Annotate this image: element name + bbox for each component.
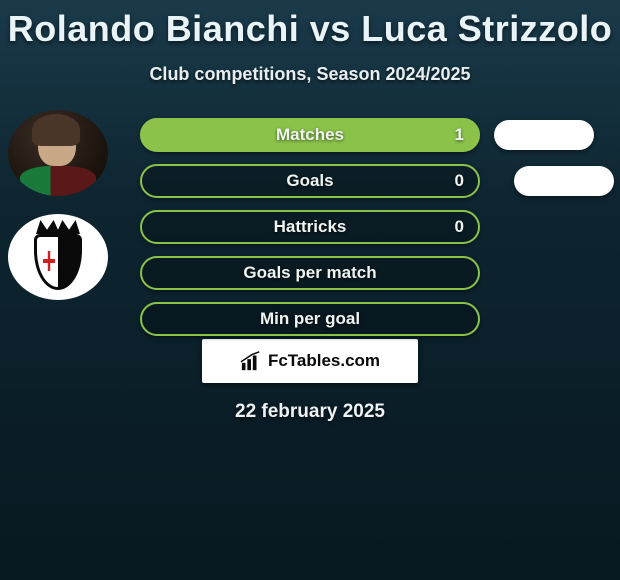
stat-label: Goals per match: [243, 263, 376, 283]
player-avatar: [8, 110, 108, 196]
brand-text: FcTables.com: [268, 351, 380, 371]
stat-value: 0: [455, 217, 464, 237]
comparison-date: 22 february 2025: [0, 401, 620, 423]
club-crown-icon: [36, 220, 80, 234]
stat-value: 0: [455, 171, 464, 191]
club-shield-icon: [34, 234, 82, 290]
stat-row: Min per goal: [140, 302, 614, 336]
comparison-pill: [514, 166, 614, 196]
stat-row: Hattricks 0: [140, 210, 614, 244]
club-badge: [8, 214, 108, 300]
stat-row: Matches 1: [140, 118, 614, 152]
avatar-column: [8, 110, 108, 300]
stat-label: Matches: [276, 125, 344, 145]
brand-watermark[interactable]: FcTables.com: [202, 339, 418, 383]
stat-bar-matches: Matches 1: [140, 118, 480, 152]
stat-label: Goals: [286, 171, 333, 191]
stat-label: Hattricks: [274, 217, 347, 237]
stat-bar-hattricks: Hattricks 0: [140, 210, 480, 244]
stat-bar-goals: Goals 0: [140, 164, 480, 198]
comparison-subtitle: Club competitions, Season 2024/2025: [0, 64, 620, 85]
stat-value: 1: [455, 125, 464, 145]
stat-bar-min-per-goal: Min per goal: [140, 302, 480, 336]
stat-bar-goals-per-match: Goals per match: [140, 256, 480, 290]
stats-list: Matches 1 Goals 0 Hattricks 0 Goals per …: [140, 118, 614, 336]
stat-row: Goals 0: [140, 164, 614, 198]
stat-label: Min per goal: [260, 309, 360, 329]
comparison-pill: [494, 120, 594, 150]
player-jersey: [20, 166, 96, 196]
bar-chart-icon: [240, 350, 262, 372]
comparison-title: Rolando Bianchi vs Luca Strizzolo: [0, 0, 620, 50]
stat-row: Goals per match: [140, 256, 614, 290]
